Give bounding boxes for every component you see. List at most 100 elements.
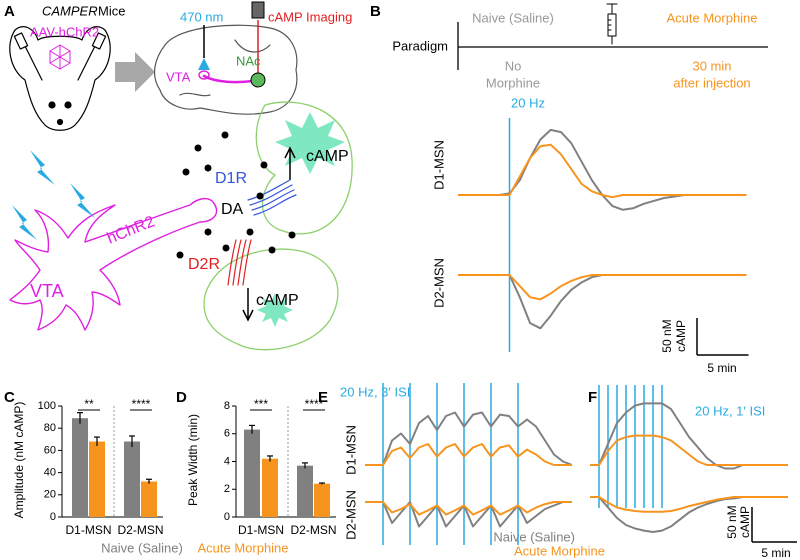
light-bolts <box>12 150 95 240</box>
camp-burst <box>257 293 293 327</box>
x-tick-label: D1-MSN <box>238 523 284 537</box>
scale-label: cAMP <box>738 506 752 538</box>
y-tick-label: 0 <box>224 511 230 523</box>
bar <box>89 441 105 517</box>
bar <box>141 481 157 517</box>
y-axis-label: Peak Width (min) <box>186 414 200 506</box>
projection <box>202 74 260 84</box>
sig-label: ** <box>84 397 94 411</box>
down-arrow <box>242 288 254 322</box>
panel-label: F <box>588 389 597 406</box>
trace <box>365 443 572 466</box>
syringe-icon <box>606 3 618 45</box>
trace <box>365 501 572 528</box>
d1-receptor <box>247 179 297 216</box>
bar <box>297 465 313 517</box>
bar <box>314 483 330 517</box>
receptor-label: D2R <box>188 256 220 273</box>
bar <box>262 458 278 517</box>
row-label: D2-MSN <box>343 490 358 540</box>
legend-entry: Naive (Saline) <box>101 540 183 555</box>
row-label: D2-MSN <box>431 258 446 308</box>
y-tick-label: 80 <box>44 422 56 434</box>
imaging-label: cAMP Imaging <box>268 9 352 24</box>
bar <box>124 441 140 517</box>
stimulus-label: 20 Hz <box>511 95 545 110</box>
y-tick-label: 6 <box>224 428 230 440</box>
camp-burst <box>275 112 345 174</box>
trace <box>590 496 788 513</box>
d2-receptor <box>227 239 252 286</box>
condition-label: Naive (Saline) <box>472 10 554 25</box>
y-tick-label: 8 <box>224 400 230 412</box>
panel-label: E <box>318 389 328 406</box>
title: Mice <box>98 3 125 18</box>
trace <box>458 274 747 301</box>
x-tick-label: D2-MSN <box>290 523 336 537</box>
da-label: DA <box>221 201 244 218</box>
stimulus-label: 20 Hz, 1′ ISI <box>695 403 765 418</box>
sig-label: **** <box>305 397 324 411</box>
vta-label: VTA <box>30 281 64 301</box>
condition-label: Acute Morphine <box>666 10 757 25</box>
virus-icon <box>49 44 71 70</box>
x-tick-label: D2-MSN <box>117 523 163 537</box>
paradigm-label: Paradigm <box>392 38 448 53</box>
trace <box>590 496 788 533</box>
scale-label: 5 min <box>761 546 790 560</box>
condition-note: Morphine <box>486 75 540 90</box>
title: CAMPER <box>42 3 98 18</box>
panel-label: C <box>4 389 15 406</box>
scale-label: 5 min <box>707 361 736 375</box>
trace <box>458 128 747 211</box>
condition-note: after injection <box>673 75 750 90</box>
y-tick-label: 0 <box>50 511 56 523</box>
panel-label: B <box>370 3 381 20</box>
up-arrow <box>284 146 296 180</box>
condition-note: No <box>505 58 522 73</box>
legend-entry: Acute Morphine <box>514 543 605 558</box>
trace <box>458 143 747 199</box>
y-tick-label: 20 <box>44 489 56 501</box>
row-label: D1-MSN <box>431 140 446 190</box>
legend-entry: Naive (Saline) <box>493 529 575 544</box>
sig-label: *** <box>254 397 268 411</box>
x-tick-label: D1-MSN <box>65 523 111 537</box>
scale-label: 50 nM <box>660 319 674 352</box>
scale-label: cAMP <box>674 320 688 352</box>
vta-neuron <box>9 197 218 331</box>
row-label: D1-MSN <box>343 425 358 475</box>
receptor-label: D1R <box>215 170 247 187</box>
y-axis-label: Amplitude (nM cAMP) <box>12 402 26 519</box>
trace <box>590 434 788 466</box>
scale-label: 50 nM <box>725 505 739 538</box>
y-tick-label: 2 <box>224 483 230 495</box>
trace <box>365 501 572 516</box>
y-tick-label: 60 <box>44 444 56 456</box>
panel-label: D <box>176 389 187 406</box>
light-cone <box>198 58 210 70</box>
light-label: 470 nm <box>180 9 223 24</box>
nac-region <box>250 72 266 88</box>
sig-label: **** <box>132 397 151 411</box>
y-tick-label: 100 <box>38 400 56 412</box>
dopamine-dots <box>176 131 296 259</box>
big-arrow <box>115 52 155 92</box>
region-label: NAc <box>236 53 261 68</box>
trace <box>458 274 747 330</box>
panel-label: A <box>4 3 15 20</box>
condition-note: 30 min <box>692 58 731 73</box>
region-label: VTA <box>166 69 191 84</box>
legend-entry: Acute Morphine <box>197 540 288 555</box>
vta-region <box>198 70 210 80</box>
mouse-drawing <box>9 26 111 131</box>
y-tick-label: 4 <box>224 455 230 467</box>
imaging-device <box>251 1 265 19</box>
camp-label: cAMP <box>306 148 349 165</box>
stimulus-label: 20 Hz, 3′ ISI <box>340 384 410 399</box>
bar <box>72 418 88 517</box>
camp-label: cAMP <box>256 292 299 309</box>
